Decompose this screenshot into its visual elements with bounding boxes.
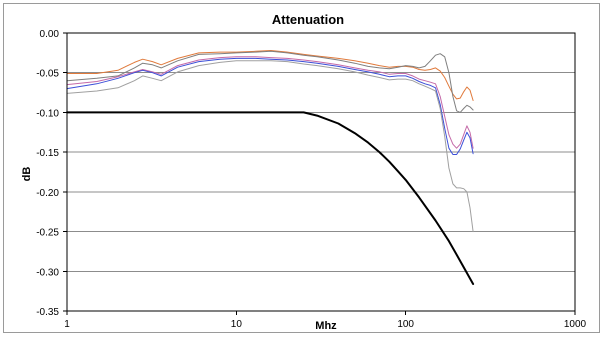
y-tick-label: -0.10 — [36, 108, 59, 119]
x-tick-label: 1000 — [564, 319, 587, 330]
y-tick-label: -0.35 — [36, 307, 59, 318]
x-tick-label: 1 — [64, 319, 70, 330]
grid-layer — [67, 72, 575, 272]
y-tick-label: -0.15 — [36, 148, 59, 159]
series-line-2 — [66, 50, 474, 113]
x-tick-label: 100 — [397, 319, 414, 330]
y-axis-ticks: 0.00 -0.05 -0.10 -0.15 -0.20 -0.25 -0.30 -0.35 — [36, 29, 67, 318]
chart-title: Attenuation — [272, 12, 344, 27]
attenuation-chart: Attenuation 0.00 -0.05 -0.10 -0.15 -0.20 -0.2… — [21, 12, 587, 332]
series-layer — [66, 50, 475, 285]
series-line-3 — [66, 56, 474, 149]
series-line-4 — [66, 57, 474, 155]
series-line-5 — [66, 60, 474, 233]
plot-area-border — [66, 32, 576, 312]
chart-frame: Attenuation 0.00 -0.05 -0.10 -0.15 -0.20 -0.2… — [3, 3, 600, 333]
y-tick-label: -0.25 — [36, 228, 59, 239]
y-axis-label: dB — [21, 167, 33, 182]
series-line-6 — [66, 111, 475, 285]
y-tick-label: -0.30 — [36, 267, 59, 278]
y-tick-label: 0.00 — [40, 29, 60, 40]
x-axis-ticks: 1 10 100 1000 — [64, 311, 587, 330]
y-tick-label: -0.05 — [36, 69, 59, 80]
x-tick-label: 10 — [231, 319, 243, 330]
y-tick-label: -0.20 — [36, 188, 59, 199]
x-axis-label: Mhz — [315, 320, 337, 332]
